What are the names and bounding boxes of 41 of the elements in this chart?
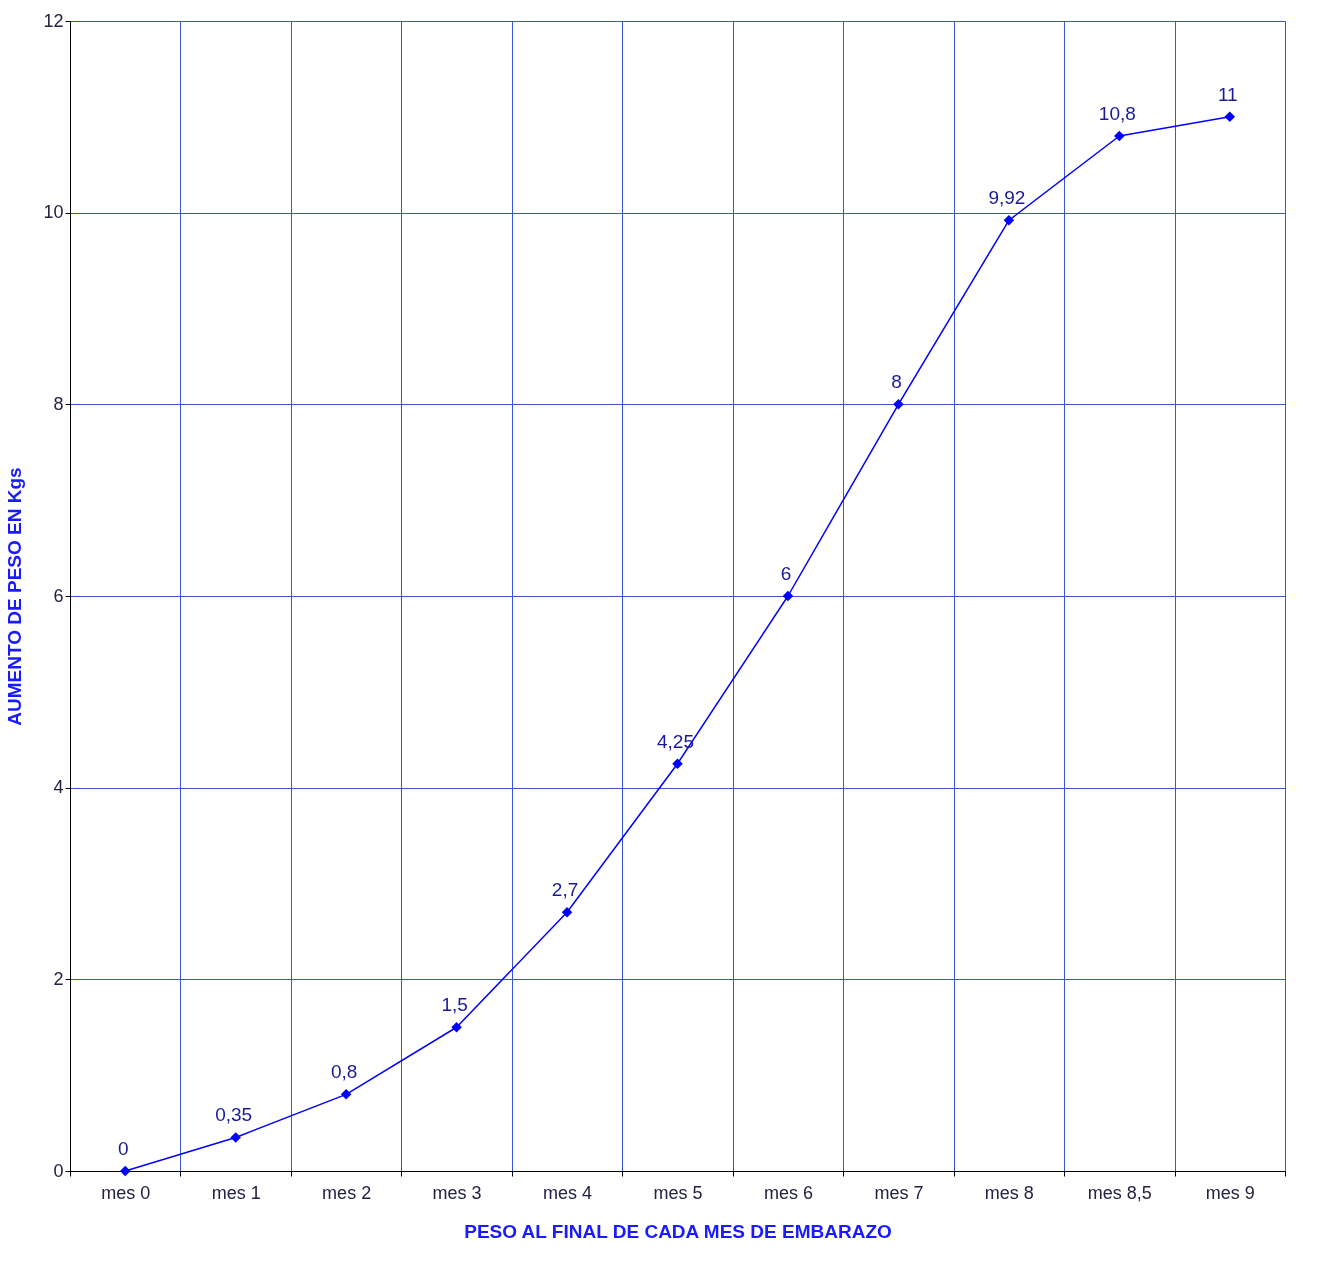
data-label: 10,8: [1098, 103, 1136, 124]
x-tick-label: mes 0: [101, 1182, 151, 1203]
y-tick-label: 0: [53, 1160, 64, 1181]
x-tick-label: mes 7: [874, 1182, 924, 1203]
x-tick-label: mes 4: [543, 1182, 593, 1203]
data-label: 11: [1217, 83, 1238, 105]
data-label: 0,8: [330, 1061, 358, 1083]
y-tick-label: 8: [53, 393, 64, 414]
y-tick-label: 12: [43, 10, 64, 31]
data-label: 9,92: [988, 187, 1026, 209]
data-label: 0: [117, 1138, 129, 1159]
y-tick-label: 2: [53, 968, 64, 989]
x-tick-label: mes 3: [432, 1182, 482, 1203]
point: [1224, 111, 1236, 123]
point: [1114, 130, 1125, 142]
point: [561, 907, 573, 918]
point: [893, 399, 904, 410]
y-tick-label: 6: [53, 585, 64, 606]
data-label: 0,35: [215, 1104, 253, 1126]
data-label: 2,7: [551, 879, 579, 901]
y-axis-title: AUMENTO DE PESO EN Kgs: [4, 467, 26, 726]
data-label: 1,5: [441, 994, 468, 1016]
point: [451, 1022, 462, 1033]
point: [230, 1132, 241, 1143]
y-tick-label: 4: [53, 777, 64, 798]
x-axis-title: PESO AL FINAL DE CADA MES DE EMBARAZO: [464, 1220, 892, 1242]
x-tick-label: mes 2: [322, 1182, 372, 1203]
x-tick-label: mes 9: [1205, 1182, 1255, 1203]
x-tick-label: mes 6: [763, 1182, 813, 1203]
point: [340, 1089, 352, 1100]
x-tick-label: mes 1: [211, 1182, 261, 1203]
x-tick-label: mes 8,5: [1087, 1182, 1152, 1203]
x-tick-label: mes 5: [653, 1182, 703, 1203]
point: [672, 758, 683, 769]
y-tick-label: 10: [43, 202, 64, 223]
x-tick-label: mes 8: [984, 1182, 1034, 1203]
point: [782, 590, 794, 602]
point: [1003, 215, 1015, 226]
data-label: 6: [780, 563, 792, 584]
data-label: 8: [891, 371, 902, 393]
point: [119, 1165, 131, 1177]
